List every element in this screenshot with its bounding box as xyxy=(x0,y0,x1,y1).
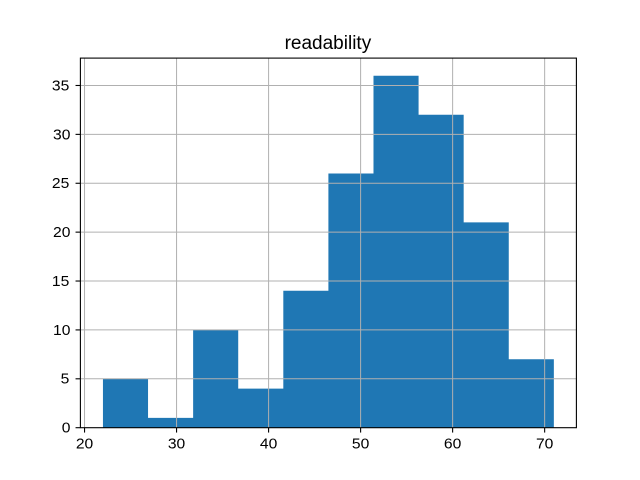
svg-text:readability: readability xyxy=(285,33,372,54)
svg-text:30: 30 xyxy=(53,127,70,143)
svg-text:70: 70 xyxy=(536,437,553,453)
svg-text:10: 10 xyxy=(53,323,70,339)
svg-text:25: 25 xyxy=(52,176,69,192)
svg-text:40: 40 xyxy=(260,437,277,453)
svg-text:20: 20 xyxy=(76,437,93,453)
svg-text:35: 35 xyxy=(52,78,69,94)
svg-text:0: 0 xyxy=(62,421,71,437)
svg-text:15: 15 xyxy=(52,274,69,290)
svg-text:30: 30 xyxy=(168,437,185,453)
svg-text:60: 60 xyxy=(444,437,461,453)
svg-text:50: 50 xyxy=(352,437,369,453)
svg-text:5: 5 xyxy=(61,372,70,388)
svg-text:20: 20 xyxy=(53,225,70,241)
